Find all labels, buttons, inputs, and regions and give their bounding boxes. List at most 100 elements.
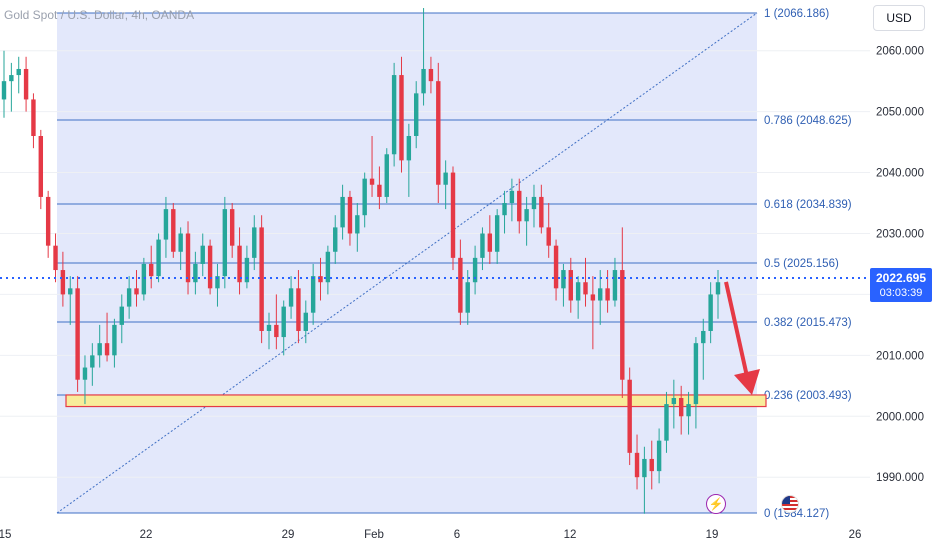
candle-body bbox=[472, 257, 478, 283]
candle-body bbox=[333, 227, 338, 252]
symbol-title: Gold Spot / U.S. Dollar, 4h, OANDA bbox=[4, 8, 195, 22]
current-price-tag: 2022.695 03:03:39 bbox=[870, 268, 932, 302]
candle-body bbox=[524, 209, 529, 222]
candle-body bbox=[406, 135, 412, 161]
candle-body bbox=[553, 245, 559, 289]
candle-body bbox=[112, 324, 117, 356]
candle-body bbox=[340, 196, 345, 228]
candle-body bbox=[229, 209, 235, 246]
candle-body bbox=[288, 288, 294, 307]
candle-body bbox=[517, 190, 522, 222]
lightning-icon[interactable]: ⚡ bbox=[706, 494, 726, 514]
support-zone-rect[interactable] bbox=[65, 394, 767, 408]
candle-body bbox=[612, 270, 618, 301]
arrow-shaft[interactable] bbox=[724, 281, 750, 382]
y-tick-label: 2040.000 bbox=[876, 168, 924, 180]
candle-body bbox=[296, 288, 301, 331]
candle-body bbox=[708, 294, 713, 331]
y-tick-label: 2010.000 bbox=[876, 350, 924, 362]
x-axis: 15 22 29 Feb 6 12 19 26 bbox=[0, 529, 861, 541]
candle-body bbox=[627, 379, 632, 453]
candle-body bbox=[281, 306, 286, 338]
candle-body bbox=[303, 312, 309, 331]
x-tick-label: 22 bbox=[140, 529, 153, 541]
fib-level-label: 1 (2066.186) bbox=[764, 8, 829, 20]
candle-body bbox=[458, 257, 463, 313]
candle-body bbox=[656, 440, 662, 472]
candle-body bbox=[347, 196, 353, 234]
x-tick-label: 6 bbox=[454, 529, 460, 541]
bar-countdown: 03:03:39 bbox=[879, 287, 923, 299]
candle-body bbox=[60, 270, 66, 295]
candle-body bbox=[68, 288, 73, 295]
candle-body bbox=[156, 239, 161, 277]
x-tick-label: 29 bbox=[282, 529, 295, 541]
candle-body bbox=[163, 209, 169, 240]
candle-body bbox=[244, 257, 250, 283]
y-tick-label: 2050.000 bbox=[876, 107, 924, 119]
candles bbox=[1, 8, 721, 514]
candle-body bbox=[546, 227, 551, 246]
candle-body bbox=[620, 270, 625, 380]
candle-body bbox=[642, 458, 647, 478]
candle-body bbox=[310, 276, 316, 313]
x-tick-label: 12 bbox=[564, 529, 577, 541]
candle-body bbox=[465, 282, 470, 313]
candle-body bbox=[215, 276, 220, 289]
candle-body bbox=[178, 233, 183, 252]
candle-body bbox=[531, 196, 537, 210]
x-tick-label: 19 bbox=[706, 529, 719, 541]
candle-body bbox=[391, 75, 397, 155]
candle-body bbox=[450, 172, 456, 258]
candle-body bbox=[90, 355, 95, 368]
candle-body bbox=[480, 233, 485, 258]
candle-body bbox=[237, 245, 242, 283]
projection-arrow[interactable] bbox=[724, 281, 760, 395]
candle-body bbox=[1, 81, 7, 100]
candle-body bbox=[539, 196, 544, 228]
candle-body bbox=[53, 245, 58, 271]
x-tick-label: 15 bbox=[0, 529, 11, 541]
candle-body bbox=[266, 324, 272, 331]
arrow-head[interactable] bbox=[734, 368, 760, 395]
candle-body bbox=[104, 343, 110, 356]
candle-body bbox=[502, 203, 507, 216]
candle-body bbox=[325, 251, 331, 283]
candle-body bbox=[443, 172, 448, 185]
candle-body bbox=[436, 81, 441, 185]
candle-body bbox=[583, 282, 588, 295]
candle-body bbox=[369, 178, 375, 185]
candle-body bbox=[428, 68, 434, 82]
candle-body bbox=[421, 68, 426, 94]
support-zone[interactable] bbox=[65, 394, 767, 408]
current-price-label: 2022.695 bbox=[875, 271, 927, 285]
candle-body bbox=[413, 93, 419, 136]
candle-body bbox=[678, 398, 684, 417]
fib-trend-diagonal bbox=[56, 12, 758, 514]
candle-body bbox=[274, 324, 279, 338]
candle-body bbox=[23, 68, 29, 100]
candle-body bbox=[134, 288, 139, 295]
candle-body bbox=[575, 282, 581, 301]
candle-body bbox=[171, 209, 176, 252]
candle-body bbox=[634, 452, 640, 478]
candle-body bbox=[252, 227, 257, 258]
candle-body bbox=[686, 404, 691, 417]
candle-body bbox=[16, 68, 21, 76]
candle-body bbox=[31, 99, 36, 136]
us-flag-icon[interactable] bbox=[781, 495, 799, 513]
candle-body bbox=[649, 458, 654, 472]
x-tick-label: Feb bbox=[364, 529, 384, 541]
candle-body bbox=[82, 367, 88, 380]
fib-level-label: 0.236 (2003.493) bbox=[764, 390, 852, 402]
candle-body bbox=[509, 190, 515, 204]
candle-body bbox=[185, 233, 191, 283]
candle-body bbox=[598, 288, 603, 301]
candle-body bbox=[9, 75, 14, 82]
currency-button[interactable]: USD bbox=[873, 5, 925, 31]
candle-body bbox=[494, 215, 500, 252]
candle-body bbox=[126, 288, 132, 307]
candle-body bbox=[384, 154, 389, 197]
candle-body bbox=[75, 288, 80, 380]
